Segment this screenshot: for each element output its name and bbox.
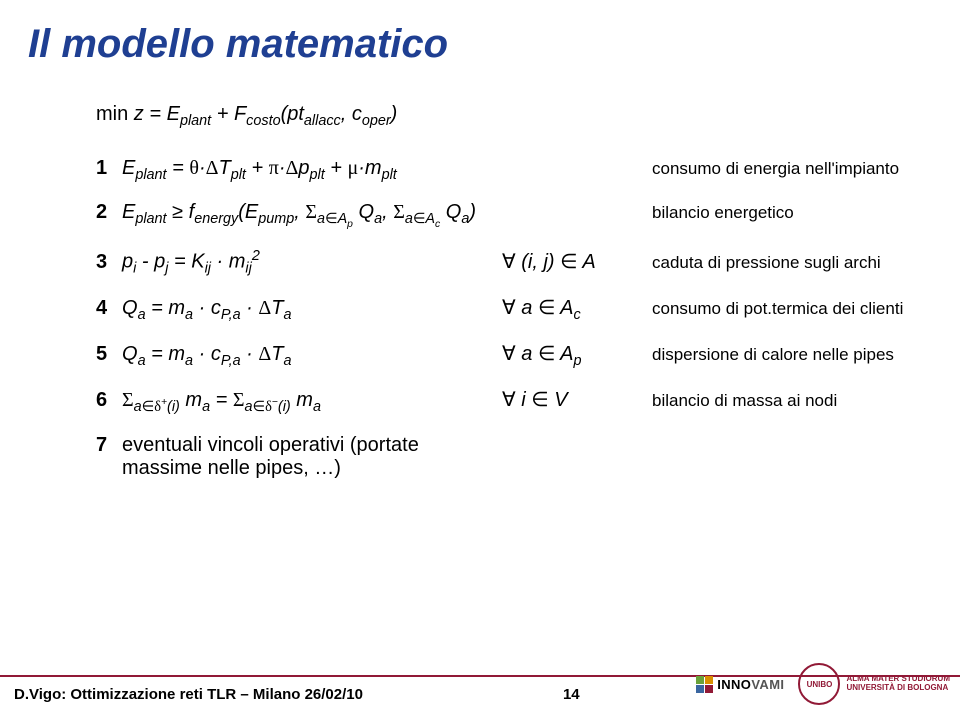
row-number: 1 [96, 157, 122, 180]
slide-title: Il modello matematico [0, 0, 960, 67]
obj-close: ) [391, 103, 398, 125]
row-equation: Qa = ma · cP,a · ΔTa [122, 343, 502, 369]
row-description: dispersione di calore nelle pipes [652, 345, 894, 365]
obj-sub2: costo [246, 113, 280, 129]
inno: INNO [717, 677, 751, 692]
sq-4 [705, 685, 713, 693]
objective-line: min z = Eplant + Fcosto(ptallacc, coper) [96, 103, 920, 129]
row-equation: pi - pj = Kij · mij2 [122, 248, 502, 277]
row-equation: Eplant = θ·ΔTplt + π·Δpplt + μ·mplt [122, 157, 502, 183]
row-number: 6 [96, 389, 122, 412]
row-description: caduta di pressione sugli archi [652, 253, 881, 273]
constraint-row: 5Qa = ma · cP,a · ΔTa∀ a ∈ Apdispersione… [96, 341, 920, 369]
innovami-logo: INNOVAMI [696, 676, 784, 693]
row-description: consumo di energia nell'impianto [652, 159, 899, 179]
row-equation: eventuali vincoli operativi (portate mas… [122, 434, 502, 480]
row-domain: ∀ (i, j) ∈ A [502, 249, 652, 274]
constraint-row: 2Eplant ≥ fenergy(Epump, Σa∈Ap Qa, Σa∈Ac… [96, 201, 920, 230]
row-number: 5 [96, 343, 122, 366]
constraint-row: 3pi - pj = Kij · mij2∀ (i, j) ∈ Acaduta … [96, 248, 920, 277]
sq-3 [696, 685, 704, 693]
constraint-row: 1Eplant = θ·ΔTplt + π·Δpplt + μ·mplt cons… [96, 157, 920, 183]
row-number: 7 [96, 434, 122, 457]
min-label: min [96, 103, 134, 125]
sq-1 [696, 676, 704, 684]
vami: VAMI [751, 677, 784, 692]
page-number: 14 [563, 686, 580, 703]
obj-sub3: allacc [304, 113, 341, 129]
obj-sub4: oper [362, 113, 391, 129]
row-description: consumo di pot.termica dei clienti [652, 299, 903, 319]
row-equation: Eplant ≥ fenergy(Epump, Σa∈Ap Qa, Σa∈Ac … [122, 201, 502, 230]
slide: Il modello matematico min z = Eplant + F… [0, 0, 960, 711]
row-equation: Σa∈δ+(i) ma = Σa∈δ−(i) ma [122, 389, 502, 416]
unibo-line2: UNIVERSITÀ DI BOLOGNA [846, 684, 950, 693]
row-number: 3 [96, 251, 122, 274]
row-equation: Qa = ma · cP,a · ΔTa [122, 297, 502, 323]
constraint-row: 4Qa = ma · cP,a · ΔTa∀ a ∈ Acconsumo di … [96, 295, 920, 323]
row-description: bilancio energetico [652, 203, 794, 223]
row-number: 2 [96, 201, 122, 224]
constraint-list: 1Eplant = θ·ΔTplt + π·Δpplt + μ·mplt cons… [96, 157, 920, 480]
content-area: min z = Eplant + Fcosto(ptallacc, coper)… [0, 67, 960, 480]
constraint-row: 6Σa∈δ+(i) ma = Σa∈δ−(i) ma∀ i ∈ Vbilanci… [96, 387, 920, 416]
obj-eq: = E [144, 103, 180, 125]
obj-plus1: + F [211, 103, 246, 125]
obj-var: z [134, 103, 144, 125]
unibo-seal-icon: UNIBO [798, 663, 840, 705]
row-domain: ∀ a ∈ Ac [502, 295, 652, 323]
unibo-logo: UNIBO ALMA MATER STUDIORUM UNIVERSITÀ DI… [798, 663, 950, 705]
sq-2 [705, 676, 713, 684]
row-number: 4 [96, 297, 122, 320]
innovami-text: INNOVAMI [717, 677, 784, 692]
constraint-row: 7eventuali vincoli operativi (portate ma… [96, 434, 920, 480]
row-domain: ∀ a ∈ Ap [502, 341, 652, 369]
row-domain: ∀ i ∈ V [502, 387, 652, 412]
logo-area: INNOVAMI UNIBO ALMA MATER STUDIORUM UNIV… [696, 663, 950, 705]
innovami-icon [696, 676, 713, 693]
obj-open: (pt [281, 103, 304, 125]
footer-text: D.Vigo: Ottimizzazione reti TLR – Milano… [14, 686, 363, 703]
obj-comma: , c [341, 103, 362, 125]
unibo-text: ALMA MATER STUDIORUM UNIVERSITÀ DI BOLOG… [846, 675, 950, 693]
obj-sub1: plant [180, 113, 211, 129]
row-description: bilancio di massa ai nodi [652, 391, 837, 411]
